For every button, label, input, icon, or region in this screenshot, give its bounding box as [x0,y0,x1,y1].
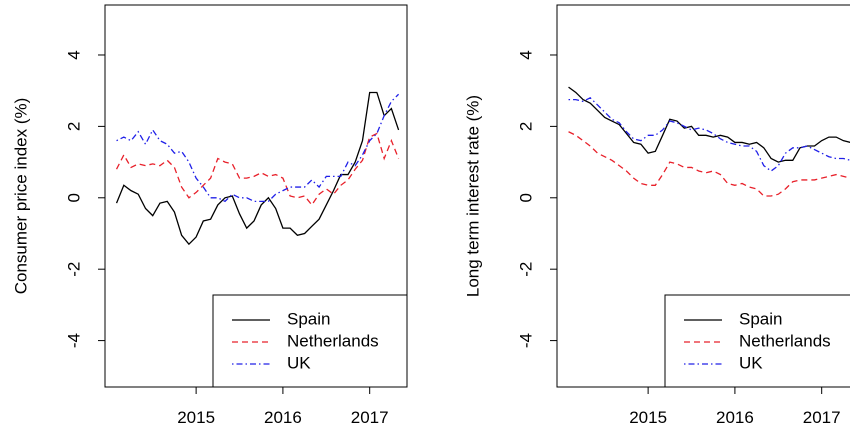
y-tick-label: -4 [64,333,83,348]
x-tick-label: 2016 [716,408,754,427]
y-tick-label: 4 [516,50,535,59]
panel: -4 -2 0 2 4 2015 2016 2017 Long term interest ra… [463,4,850,427]
legend-box [212,294,408,388]
legend-label: UK [739,353,763,372]
x-tick-label: 2017 [351,408,389,427]
x-tick-label: 2015 [177,408,215,427]
panel: -4 -2 0 2 4 2015 2016 2017 Consumer price index … [11,4,408,427]
y-tick-label: -2 [64,262,83,277]
legend-label: Spain [739,309,782,328]
series-line [568,86,850,163]
series-line [568,97,850,172]
x-tick-label: 2015 [629,408,667,427]
y-tick-label: 2 [516,122,535,131]
series-line [115,91,400,246]
legend-label: Netherlands [287,331,379,350]
y-tick-label: 0 [64,193,83,202]
x-tick-label: 2016 [264,408,302,427]
legend-label: Spain [287,309,330,328]
series-line [568,131,850,197]
y-axis-label: Long term interest rate (%) [463,95,482,297]
y-axis-label: Consumer price index (%) [11,98,30,295]
series-line [115,132,400,207]
legend: Spain Netherlands UK [212,294,408,388]
legend-box [664,294,850,388]
legend: Spain Netherlands UK [664,294,850,388]
x-tick-label: 2017 [803,408,841,427]
series-line [116,93,400,203]
y-tick-label: 0 [516,193,535,202]
y-tick-label: -2 [516,262,535,277]
legend-label: UK [287,353,311,372]
y-tick-label: -4 [516,333,535,348]
legend-label: Netherlands [739,331,831,350]
y-tick-label: 2 [64,122,83,131]
y-tick-label: 4 [64,50,83,59]
